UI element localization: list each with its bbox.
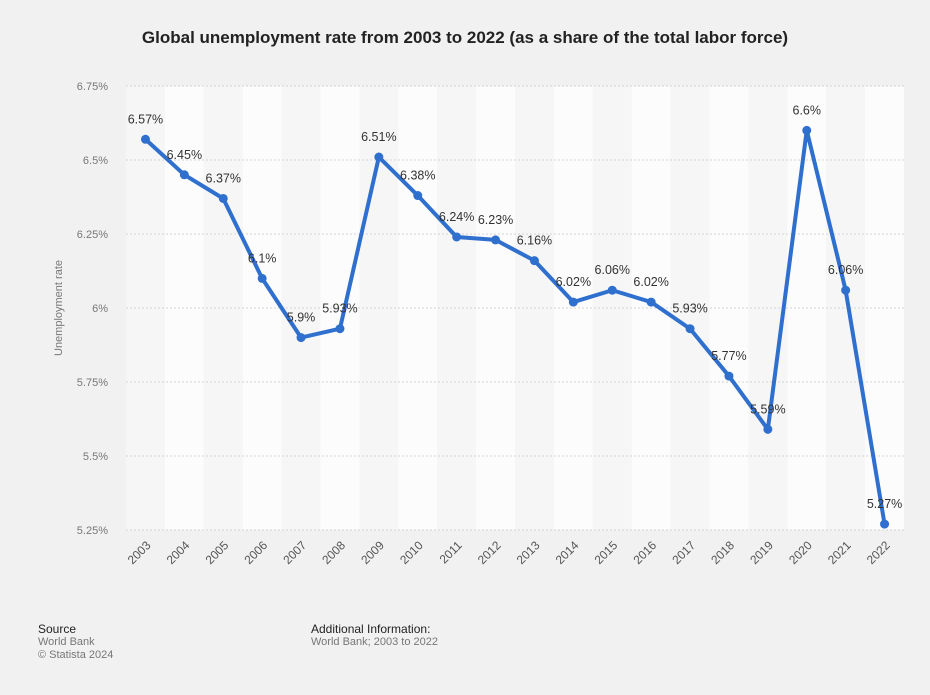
y-tick-label: 6.5%: [83, 155, 108, 167]
data-point: [568, 297, 578, 307]
data-point: [374, 152, 384, 162]
x-tick-label: 2018: [708, 538, 737, 567]
data-label: 6.57%: [128, 112, 163, 126]
data-point: [335, 324, 345, 334]
x-tick-label: 2012: [475, 538, 504, 567]
data-point: [413, 191, 423, 201]
x-tick-label: 2005: [203, 538, 232, 567]
x-tick-label: 2022: [864, 538, 893, 567]
x-tick-label: 2017: [669, 538, 698, 567]
y-tick-label: 6.25%: [77, 229, 108, 241]
additional-info-text: World Bank; 2003 to 2022: [311, 636, 438, 648]
x-tick-label: 2021: [825, 538, 854, 567]
x-tick-label: 2004: [164, 538, 193, 567]
data-label: 6.06%: [828, 263, 863, 277]
x-tick-label: 2010: [397, 538, 426, 567]
data-point: [257, 273, 267, 283]
data-label: 5.59%: [750, 402, 785, 416]
data-point: [880, 519, 890, 529]
data-label: 6.24%: [439, 210, 474, 224]
data-point: [529, 256, 539, 266]
data-point: [452, 232, 462, 242]
x-tick-label: 2019: [747, 538, 776, 567]
x-tick-label: 2020: [786, 538, 815, 567]
data-label: 6.37%: [206, 171, 241, 185]
data-label: 5.9%: [287, 311, 316, 325]
x-tick-label: 2013: [514, 538, 543, 567]
data-point: [140, 134, 150, 144]
data-point: [802, 125, 812, 135]
data-label: 6.06%: [595, 263, 630, 277]
data-point: [685, 324, 695, 334]
data-label: 5.93%: [672, 302, 707, 316]
x-tick-label: 2009: [358, 538, 387, 567]
source-name: World Bank: [38, 636, 95, 648]
source-heading: Source: [38, 622, 77, 636]
data-label: 6.38%: [400, 169, 435, 183]
x-tick-label: 2006: [241, 538, 270, 567]
data-point: [607, 285, 617, 295]
data-series: [140, 125, 890, 529]
data-label: 6.45%: [167, 148, 202, 162]
data-label: 6.16%: [517, 234, 552, 248]
copyright: © Statista 2024: [38, 649, 114, 661]
data-point: [763, 424, 773, 434]
data-labels: 6.57% 6.45% 6.37% 6.1% 5.9% 5.93% 6.51% 6.38% 6.…: [128, 103, 903, 511]
data-point: [841, 285, 851, 295]
data-label: 6.02%: [633, 275, 668, 289]
source-block: Source World Bank © Statista 2024: [38, 623, 113, 662]
data-point: [491, 235, 501, 245]
y-tick-label: 5.25%: [77, 525, 108, 537]
additional-info-heading: Additional Information:: [311, 622, 431, 636]
data-label: 6.23%: [478, 213, 513, 227]
data-label: 6.02%: [556, 275, 591, 289]
y-tick-label: 5.75%: [77, 377, 108, 389]
additional-info-block: Additional Information: World Bank; 2003…: [311, 623, 438, 649]
data-label: 6.6%: [793, 103, 822, 117]
data-point: [296, 333, 306, 343]
x-tick-label: 2008: [319, 538, 348, 567]
x-tick-label: 2014: [553, 538, 582, 567]
data-point: [218, 193, 228, 203]
x-tick-label: 2007: [280, 538, 309, 567]
y-axis-label: Unemployment rate: [53, 260, 65, 356]
data-label: 5.93%: [322, 302, 357, 316]
chart-title: Global unemployment rate from 2003 to 20…: [141, 28, 789, 47]
y-tick-label: 6%: [92, 303, 108, 315]
y-tick-label: 5.5%: [83, 451, 108, 463]
x-tick-label: 2011: [437, 538, 465, 566]
gridlines: [126, 85, 904, 531]
series-line: [143, 128, 887, 527]
data-point: [179, 170, 189, 180]
data-label: 6.51%: [361, 130, 396, 144]
y-tick-label: 6.75%: [77, 81, 108, 93]
data-point: [724, 371, 734, 381]
y-axis-ticks: 5.25% 5.5% 5.75% 6% 6.25% 6.5% 6.75%: [77, 81, 108, 537]
x-tick-label: 2015: [592, 538, 621, 567]
data-label: 5.77%: [711, 349, 746, 363]
data-label: 5.27%: [867, 497, 902, 511]
data-point: [646, 297, 656, 307]
x-axis-ticks: 2003 2004 2005 2006 2007 2008 2009 2010 2011 2012…: [125, 538, 893, 567]
line-chart: 5.25%5.5%5.75%6%6.25%6.5%6.75% 2003 2004 2…: [53, 81, 904, 567]
x-tick-label: 2016: [630, 538, 659, 567]
data-label: 6.1%: [248, 251, 277, 265]
x-tick-label: 2003: [125, 538, 154, 567]
